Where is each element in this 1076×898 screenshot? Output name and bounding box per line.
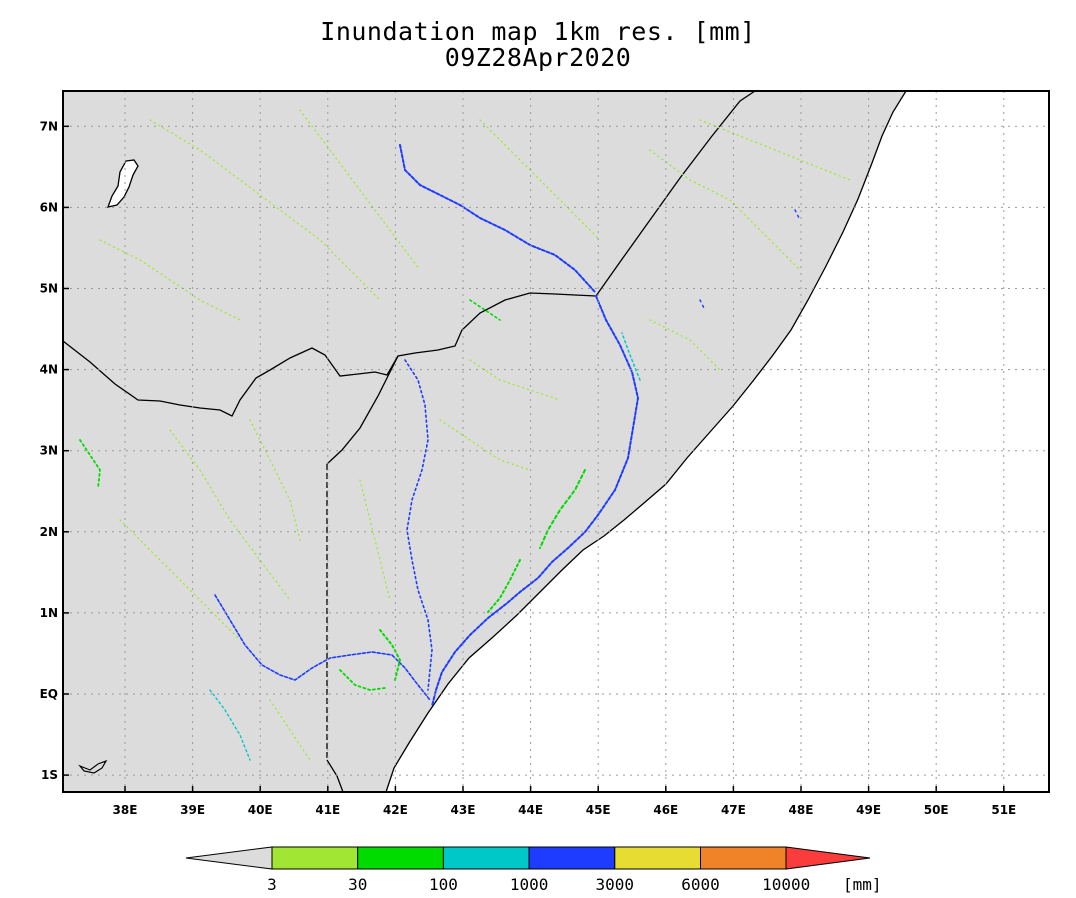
lon-tick-label: 44E [518,803,543,817]
colorbar-label: 100 [429,875,458,894]
lon-tick-label: 50E [924,803,949,817]
border-line [326,355,399,465]
colorbar: 3 30 100 1000 3000 6000 10000 [mm] [185,846,882,894]
colorbar-over-arrow [785,846,871,870]
lon-tick-label: 51E [991,803,1016,817]
lat-tick-labels: 7N 6N 5N 4N 3N 2N 1N EQ 1S [40,119,69,782]
colorbar-label: 30 [348,875,367,894]
border-line [326,759,344,793]
inundation-rivers [209,144,801,761]
lat-tick-label: 2N [40,525,58,539]
map-title: Inundation map 1km res. [mm] [320,17,756,46]
map-grid [63,91,1049,792]
lon-tick-label: 47E [721,803,746,817]
lon-tick-label: 45E [586,803,611,817]
inundation-streams [79,109,851,761]
lat-tick-label: 1S [41,768,58,782]
lon-tick-label: 49E [856,803,881,817]
colorbar-label: 3 [267,875,277,894]
colorbar-segment [442,846,530,870]
lat-tick-label: 5N [40,282,58,296]
colorbar-label: 6000 [681,875,720,894]
lat-tick-label: 1N [40,606,58,620]
lon-tick-label: 43E [451,803,476,817]
lon-tick-label: 40E [248,803,273,817]
lon-tick-labels: 38E 39E 40E 41E 42E 43E 44E 45E 46E 47E 48E 49E 50E 5… [113,786,1016,817]
map-subtitle: 09Z28Apr2020 [444,43,632,72]
colorbar-label: 1000 [510,875,549,894]
lake-outline [106,159,139,208]
border-line [595,90,756,297]
colorbar-segment [528,846,616,870]
lon-tick-label: 48E [789,803,814,817]
lake-outline-small [78,759,108,774]
colorbar-label: 3000 [596,875,635,894]
lon-tick-label: 39E [180,803,205,817]
lat-tick-label: 7N [40,119,58,133]
colorbar-segment [614,846,701,870]
lon-tick-label: 46E [653,803,678,817]
colorbar-segment [700,846,787,870]
lon-tick-label: 38E [113,803,138,817]
colorbar-segment [357,846,444,870]
colorbar-unit: [mm] [843,875,882,894]
lon-tick-label: 42E [383,803,408,817]
colorbar-label: 10000 [762,875,810,894]
lat-tick-label: EQ [40,687,58,701]
colorbar-under-arrow [185,846,273,870]
lat-tick-label: 4N [40,363,58,377]
lat-tick-label: 3N [40,444,58,458]
map-frame [62,90,1050,793]
lon-tick-label: 41E [315,803,340,817]
colorbar-segment [271,846,359,870]
border-line [62,292,597,417]
land-area [63,91,906,792]
lat-tick-label: 6N [40,200,58,214]
